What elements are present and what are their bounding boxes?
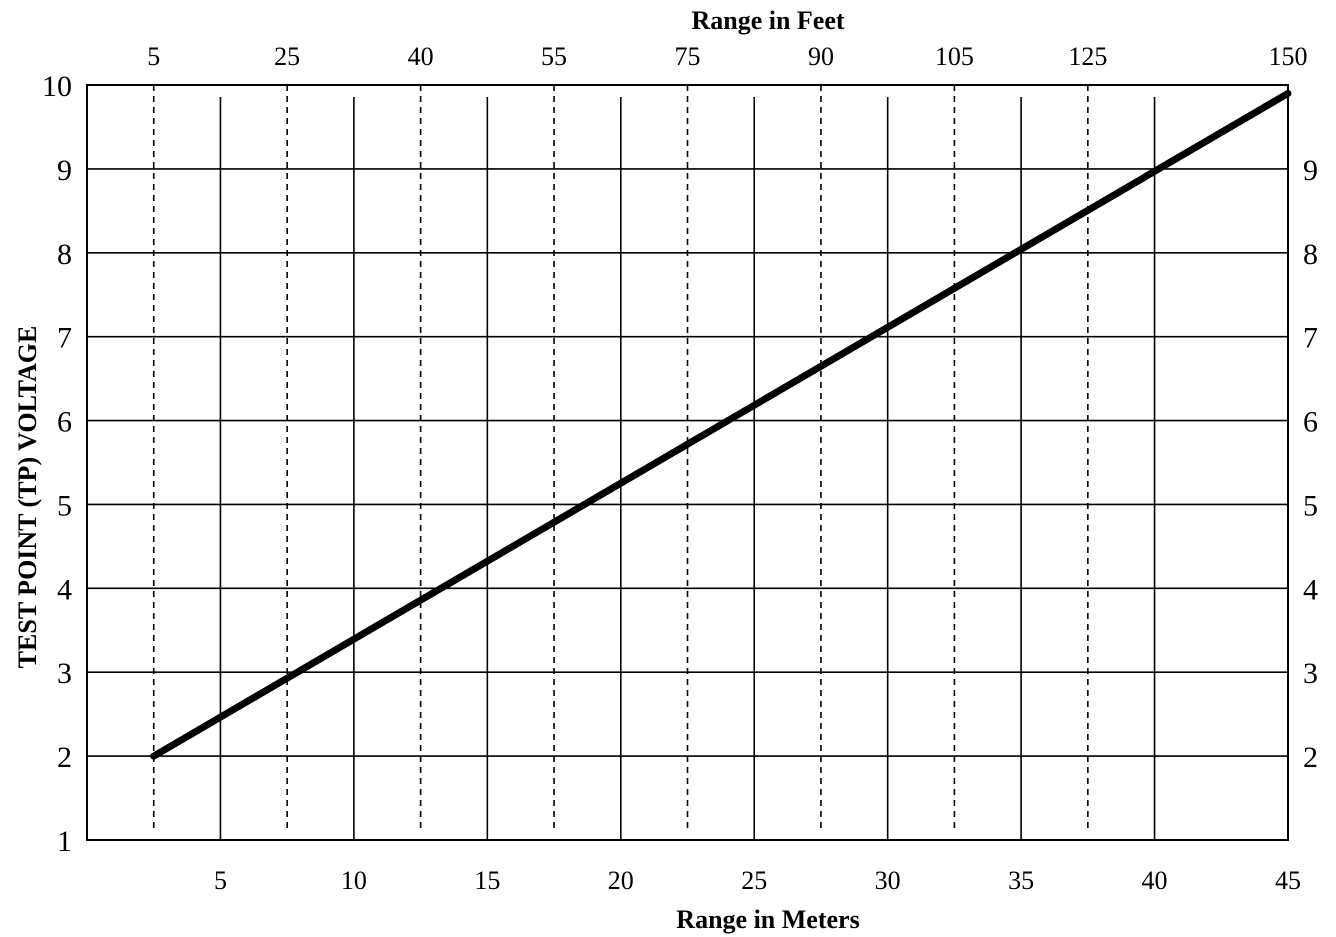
y-tick-label-right: 8 [1303,238,1318,271]
x-tick-label: 20 [608,866,634,895]
grid-layer [87,85,1288,840]
y-tick-label-left: 7 [57,322,72,355]
x2-tick-label: 55 [541,42,567,71]
y-tick-label-right: 2 [1303,741,1318,774]
x-tick-label: 25 [741,866,767,895]
y-tick-label-right: 5 [1303,489,1318,522]
y-tick-label-left: 5 [57,489,72,522]
x2-tick-label: 150 [1269,42,1308,71]
x2-tick-label: 25 [274,42,300,71]
y-tick-label-left: 8 [57,238,72,271]
x-tick-label: 35 [1008,866,1034,895]
x2-tick-label: 75 [675,42,701,71]
x-tick-label: 15 [474,866,500,895]
voltage-line [150,89,1292,760]
bottom-axis-title: Range in Meters [676,905,859,934]
x-tick-label: 30 [875,866,901,895]
tick-label-layer: 5 10 15 20 25 30 35 40 455 25 40 55 75 90 105 125 150123… [42,42,1318,895]
y-tick-label-left: 10 [42,70,72,103]
y-tick-label-left: 9 [57,154,72,187]
x2-tick-label: 40 [408,42,434,71]
y-tick-label-left: 1 [57,825,72,858]
y-tick-label-left: 2 [57,741,72,774]
y-tick-label-right: 4 [1303,573,1318,606]
top-axis-title: Range in Feet [691,6,844,35]
series-layer [150,89,1292,760]
y-tick-label-left: 3 [57,657,72,690]
plot-frame [86,84,1289,841]
y-tick-label-right: 6 [1303,406,1318,439]
y-tick-label-left: 6 [57,406,72,439]
x-tick-label: 5 [214,866,227,895]
x-tick-label: 40 [1142,866,1168,895]
y-tick-label-right: 3 [1303,657,1318,690]
y-tick-label-left: 4 [57,573,72,606]
y-tick-label-right: 7 [1303,322,1318,355]
y-tick-label-right: 9 [1303,154,1318,187]
x-tick-label: 45 [1275,866,1301,895]
x-tick-label: 10 [341,866,367,895]
x2-tick-label: 105 [935,42,974,71]
x2-tick-label: 125 [1068,42,1107,71]
x2-tick-label: 90 [808,42,834,71]
y-axis-title: TEST POINT (TP) VOLTAGE [13,326,42,669]
x2-tick-label: 5 [147,42,160,71]
